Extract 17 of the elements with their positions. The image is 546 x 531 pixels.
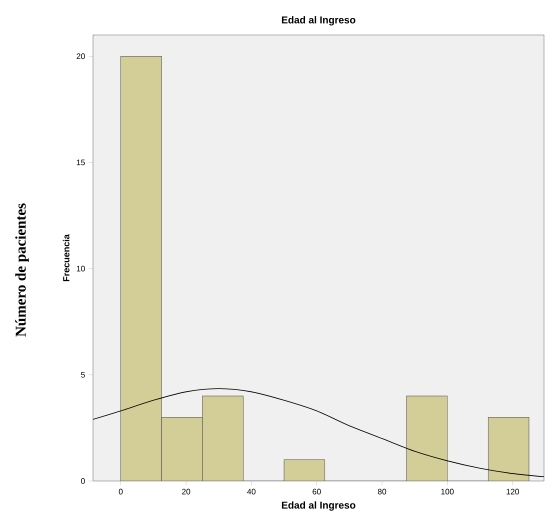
y-axis-title: Frecuencia <box>62 234 70 282</box>
x-axis-title: Edad al Ingreso <box>282 501 356 511</box>
x-tick-label: 60 <box>312 488 321 494</box>
y-tick-label: 20 <box>76 53 85 60</box>
y-tick-label: 10 <box>76 266 85 272</box>
y-tick-label: 0 <box>81 478 85 484</box>
y-tick-label: 5 <box>81 372 85 378</box>
y-tick-label: 15 <box>76 160 85 166</box>
x-tick-label: 120 <box>506 488 520 494</box>
text: Número de pacientes <box>15 203 29 337</box>
x-tick-label: 100 <box>441 488 454 494</box>
x-tick-label: 20 <box>182 488 190 494</box>
chart-title: Edad al Ingreso <box>282 16 356 26</box>
line-series <box>93 388 544 478</box>
x-tick-label: 80 <box>378 488 386 494</box>
x-tick-label: 0 <box>118 488 123 494</box>
x-tick-label: 40 <box>247 488 256 494</box>
